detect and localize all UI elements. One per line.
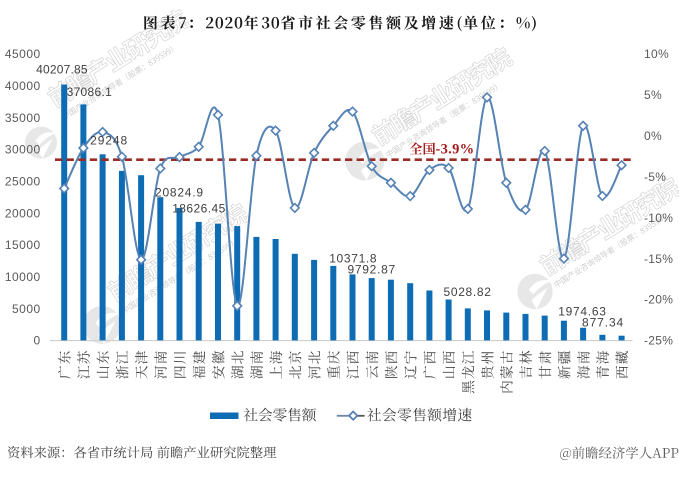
svg-text:30000: 30000 bbox=[5, 143, 41, 157]
svg-text:1974.63: 1974.63 bbox=[558, 304, 606, 318]
svg-text:29248: 29248 bbox=[90, 134, 128, 148]
svg-text:15000: 15000 bbox=[5, 238, 41, 252]
svg-text:40207.85: 40207.85 bbox=[36, 62, 88, 76]
svg-text:-20%: -20% bbox=[644, 293, 673, 307]
svg-text:10%: 10% bbox=[644, 47, 669, 61]
svg-text:25000: 25000 bbox=[5, 175, 41, 189]
svg-text:9792.87: 9792.87 bbox=[348, 263, 396, 277]
svg-text:40000: 40000 bbox=[5, 79, 41, 93]
svg-text:5028.82: 5028.82 bbox=[444, 285, 492, 299]
svg-text:5000: 5000 bbox=[12, 302, 41, 316]
svg-text:-25%: -25% bbox=[644, 334, 673, 348]
svg-text:5%: 5% bbox=[644, 88, 662, 102]
svg-text:45000: 45000 bbox=[5, 47, 41, 61]
svg-text:-3.9%: -3.9% bbox=[436, 142, 475, 158]
svg-text:20000: 20000 bbox=[5, 206, 41, 220]
svg-text:-15%: -15% bbox=[644, 252, 673, 266]
svg-text:18626.45: 18626.45 bbox=[172, 201, 226, 215]
svg-text:37086.1: 37086.1 bbox=[67, 85, 113, 99]
svg-text:10000: 10000 bbox=[5, 270, 41, 284]
svg-text:10371.8: 10371.8 bbox=[329, 252, 377, 266]
svg-text:20824.9: 20824.9 bbox=[155, 186, 204, 200]
svg-text:877.34: 877.34 bbox=[582, 316, 624, 330]
svg-text:-5%: -5% bbox=[644, 170, 666, 184]
svg-text:0%: 0% bbox=[644, 129, 662, 143]
svg-text:-10%: -10% bbox=[644, 211, 673, 225]
svg-text:0: 0 bbox=[34, 334, 41, 348]
svg-text:35000: 35000 bbox=[5, 111, 41, 125]
